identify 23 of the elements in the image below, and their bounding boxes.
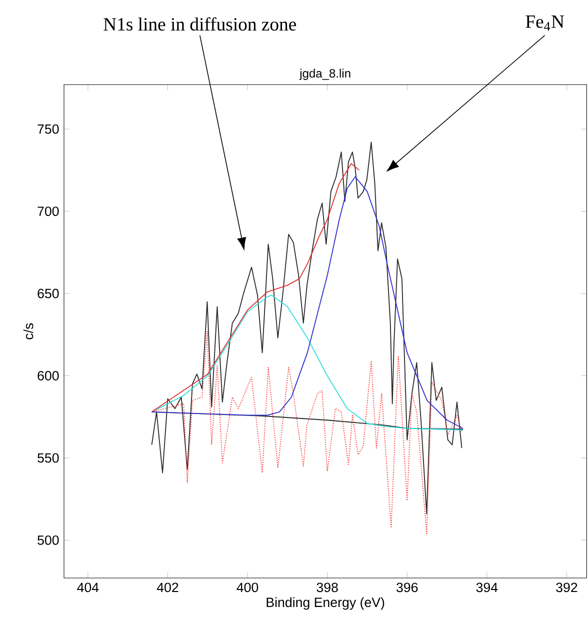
x-tick-label: 400 <box>236 582 258 592</box>
chart-title: jgda_8.lin <box>299 68 350 80</box>
x-tick-label: 394 <box>476 582 498 592</box>
line-series <box>151 176 464 429</box>
x-tick-label: 398 <box>316 582 338 592</box>
line-series <box>151 330 462 534</box>
line-series <box>151 142 462 514</box>
y-tick-label: 650 <box>38 288 59 298</box>
line-series <box>151 294 464 430</box>
y-axis-title: c/s <box>23 323 34 340</box>
y-tick-label: 750 <box>38 124 59 134</box>
y-tick-label: 700 <box>38 206 59 216</box>
x-tick-label: 392 <box>556 582 578 592</box>
x-axis-title: Binding Energy (eV) <box>266 597 384 610</box>
y-tick-label: 550 <box>38 453 59 463</box>
text: Fe$_{4}$N <box>526 16 564 31</box>
line-series <box>151 163 360 412</box>
y-tick-label: 500 <box>38 535 59 545</box>
x-tick-label: 402 <box>156 582 178 592</box>
x-tick-label: 396 <box>396 582 418 592</box>
text: N1s line in diffusion zone <box>104 17 296 31</box>
y-tick-label: 600 <box>38 371 59 380</box>
x-tick-label: 404 <box>77 582 99 592</box>
